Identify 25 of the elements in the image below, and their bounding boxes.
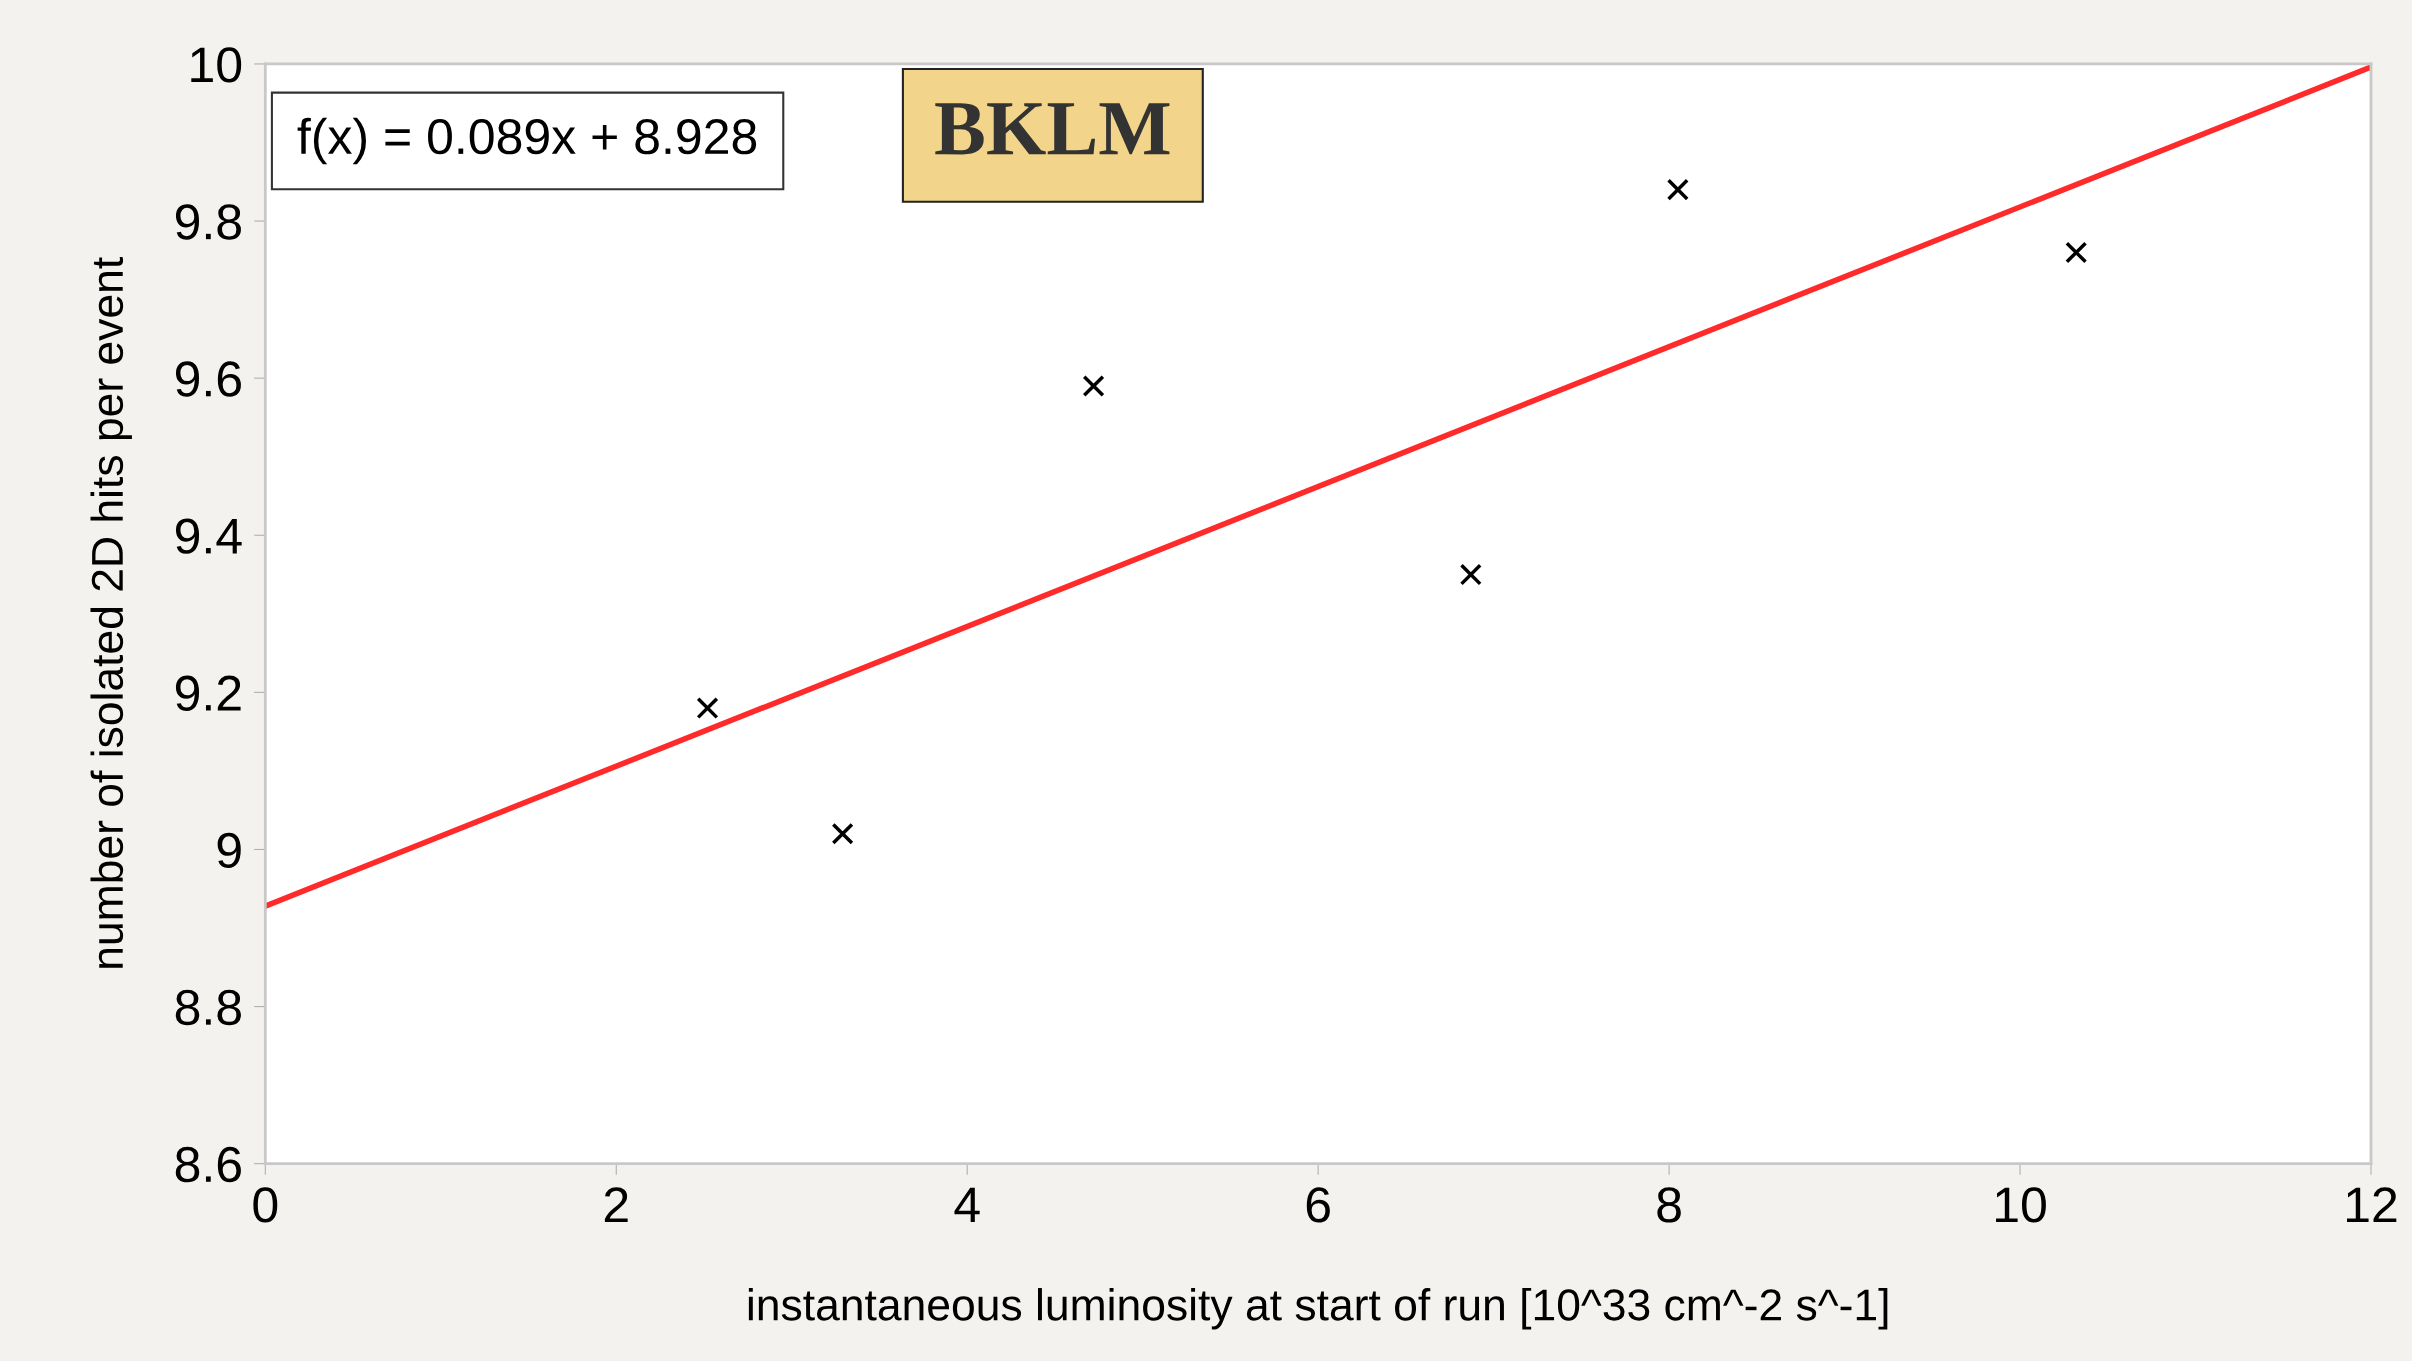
point <box>1082 374 1105 398</box>
point <box>1459 563 1482 586</box>
y-tick-label: 8.6 <box>175 1146 241 1183</box>
point <box>696 697 719 720</box>
y-tick-label: 8.8 <box>175 989 241 1026</box>
y-axis-title: number of isolated 2D hits per event <box>90 257 132 968</box>
x-tick-label: 6 <box>1306 1187 1330 1223</box>
x-tick-label: 8 <box>1657 1187 1681 1223</box>
x-tick-label: 0 <box>253 1187 278 1223</box>
y-tick-label: 9.8 <box>175 204 241 240</box>
y-tick-label: 10 <box>191 47 242 83</box>
point <box>1666 178 1689 201</box>
point <box>2065 241 2088 264</box>
x-tick-label: 10 <box>1996 1187 2046 1223</box>
annotation: BKLM <box>935 103 1170 155</box>
y-tick-label: 9.6 <box>175 361 241 397</box>
point <box>831 822 854 845</box>
annotation: f(x) = 0.089x + 8.928 <box>297 117 757 165</box>
x-tick-label: 2 <box>604 1187 628 1223</box>
x-axis-title: instantaneous luminosity at start of run [10^33 cm^-2 s^-1] <box>748 1288 1888 1330</box>
x-tick-label: 12 <box>2347 1187 2397 1223</box>
y-tick-label: 9 <box>217 832 241 869</box>
y-tick-label: 9.2 <box>175 675 241 711</box>
y-tick-label: 9.4 <box>175 518 242 554</box>
x-tick-label: 4 <box>954 1187 980 1223</box>
